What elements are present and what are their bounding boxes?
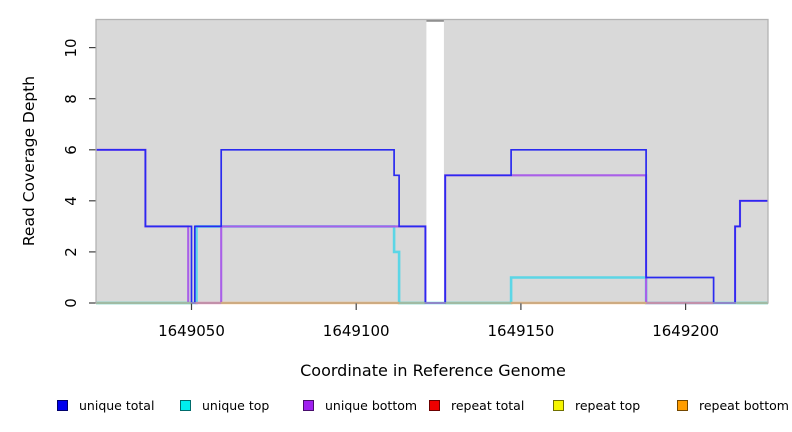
x-tick-label: 1649150 xyxy=(487,322,555,340)
x-axis-label: Coordinate in Reference Genome xyxy=(300,361,566,380)
y-axis-label: Read Coverage Depth xyxy=(20,75,38,247)
y-tick-label: 4 xyxy=(62,196,80,206)
plot-border xyxy=(95,18,769,304)
y-tick-label: 0 xyxy=(62,298,80,308)
y-tick-label: 8 xyxy=(62,93,80,104)
x-tick-label: 1649100 xyxy=(322,322,390,340)
y-tick-label: 6 xyxy=(62,145,80,155)
y-tick-label: 10 xyxy=(62,38,80,58)
x-tick-label: 1649050 xyxy=(158,322,225,340)
y-tick-label: 2 xyxy=(62,247,80,257)
masked-region xyxy=(426,20,444,303)
x-tick-label: 1649200 xyxy=(652,322,719,340)
